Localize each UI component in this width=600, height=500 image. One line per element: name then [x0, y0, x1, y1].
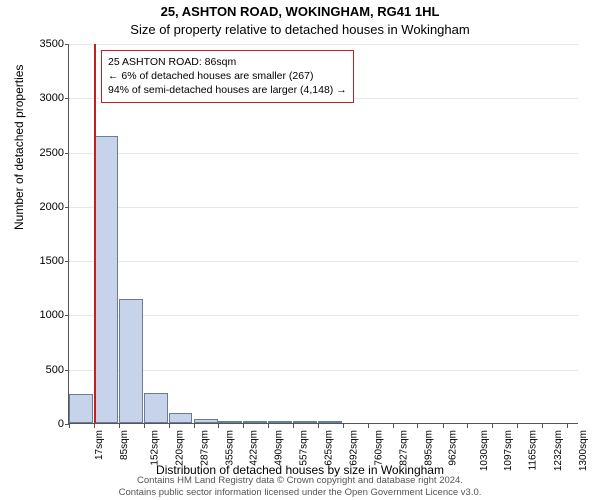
xtick-label: 827sqm [398, 430, 409, 466]
histogram-bar [268, 421, 292, 423]
grid-line [69, 44, 578, 45]
attribution-footer: Contains HM Land Registry data © Crown c… [0, 475, 600, 498]
histogram-bar [144, 393, 168, 423]
xtick-mark [517, 424, 518, 428]
xtick-label: 962sqm [448, 430, 459, 466]
histogram-bar [119, 299, 143, 423]
chart-title-subtitle: Size of property relative to detached ho… [0, 22, 600, 37]
histogram-bar [243, 421, 267, 423]
ytick-label: 0 [24, 418, 64, 430]
xtick-mark [293, 424, 294, 428]
xtick-mark [169, 424, 170, 428]
annotation-line-2: ← 6% of detached houses are smaller (267… [108, 69, 347, 83]
xtick-mark [542, 424, 543, 428]
annotation-line-1: 25 ASHTON ROAD: 86sqm [108, 55, 347, 69]
xtick-mark [368, 424, 369, 428]
xtick-label: 1030sqm [479, 430, 490, 471]
annotation-box: 25 ASHTON ROAD: 86sqm← 6% of detached ho… [101, 50, 354, 103]
xtick-mark [218, 424, 219, 428]
grid-line [69, 207, 578, 208]
ytick-label: 3500 [24, 38, 64, 50]
xtick-label: 287sqm [199, 430, 210, 466]
xtick-label: 490sqm [274, 430, 285, 466]
xtick-label: 220sqm [174, 430, 185, 466]
xtick-label: 1165sqm [528, 430, 539, 470]
xtick-mark [268, 424, 269, 428]
chart-title-address: 25, ASHTON ROAD, WOKINGHAM, RG41 1HL [0, 4, 600, 19]
xtick-label: 625sqm [324, 430, 335, 466]
histogram-bar [293, 421, 317, 423]
xtick-label: 895sqm [423, 430, 434, 466]
xtick-mark [119, 424, 120, 428]
ytick-label: 1500 [24, 255, 64, 267]
grid-line [69, 261, 578, 262]
xtick-mark [243, 424, 244, 428]
xtick-label: 1300sqm [578, 430, 589, 471]
xtick-mark [318, 424, 319, 428]
ytick-mark [65, 261, 69, 262]
xtick-mark [492, 424, 493, 428]
footer-line-2: Contains public sector information licen… [0, 487, 600, 498]
histogram-bar [169, 413, 193, 423]
ytick-mark [65, 315, 69, 316]
ytick-mark [65, 207, 69, 208]
grid-line [69, 153, 578, 154]
histogram-bar [218, 421, 242, 423]
xtick-label: 692sqm [348, 430, 359, 466]
xtick-mark [443, 424, 444, 428]
ytick-label: 2500 [24, 147, 64, 159]
xtick-mark [94, 424, 95, 428]
xtick-label: 1097sqm [503, 430, 514, 471]
histogram-bar [94, 136, 118, 423]
histogram-bar [194, 419, 218, 423]
histogram-bar [69, 394, 93, 423]
xtick-mark [144, 424, 145, 428]
ytick-label: 2000 [24, 201, 64, 213]
plot-area: 25 ASHTON ROAD: 86sqm← 6% of detached ho… [68, 44, 578, 424]
histogram-bar [318, 421, 342, 423]
grid-line [69, 370, 578, 371]
ytick-label: 1000 [24, 309, 64, 321]
xtick-label: 557sqm [299, 430, 310, 466]
ytick-mark [65, 44, 69, 45]
footer-line-1: Contains HM Land Registry data © Crown c… [0, 475, 600, 486]
property-marker-line [94, 44, 96, 423]
annotation-line-3: 94% of semi-detached houses are larger (… [108, 83, 347, 97]
grid-line [69, 315, 578, 316]
ytick-mark [65, 98, 69, 99]
xtick-mark [567, 424, 568, 428]
xtick-mark [194, 424, 195, 428]
xtick-label: 17sqm [94, 430, 105, 460]
ytick-mark [65, 153, 69, 154]
xtick-label: 152sqm [149, 430, 160, 466]
xtick-label: 85sqm [119, 430, 130, 460]
xtick-mark [393, 424, 394, 428]
ytick-label: 500 [24, 364, 64, 376]
xtick-label: 1232sqm [553, 430, 564, 471]
ytick-mark [65, 370, 69, 371]
xtick-mark [467, 424, 468, 428]
xtick-mark [69, 424, 70, 428]
ytick-label: 3000 [24, 92, 64, 104]
xtick-label: 422sqm [249, 430, 260, 466]
xtick-label: 760sqm [374, 430, 385, 466]
xtick-mark [417, 424, 418, 428]
xtick-mark [343, 424, 344, 428]
xtick-label: 355sqm [224, 430, 235, 466]
